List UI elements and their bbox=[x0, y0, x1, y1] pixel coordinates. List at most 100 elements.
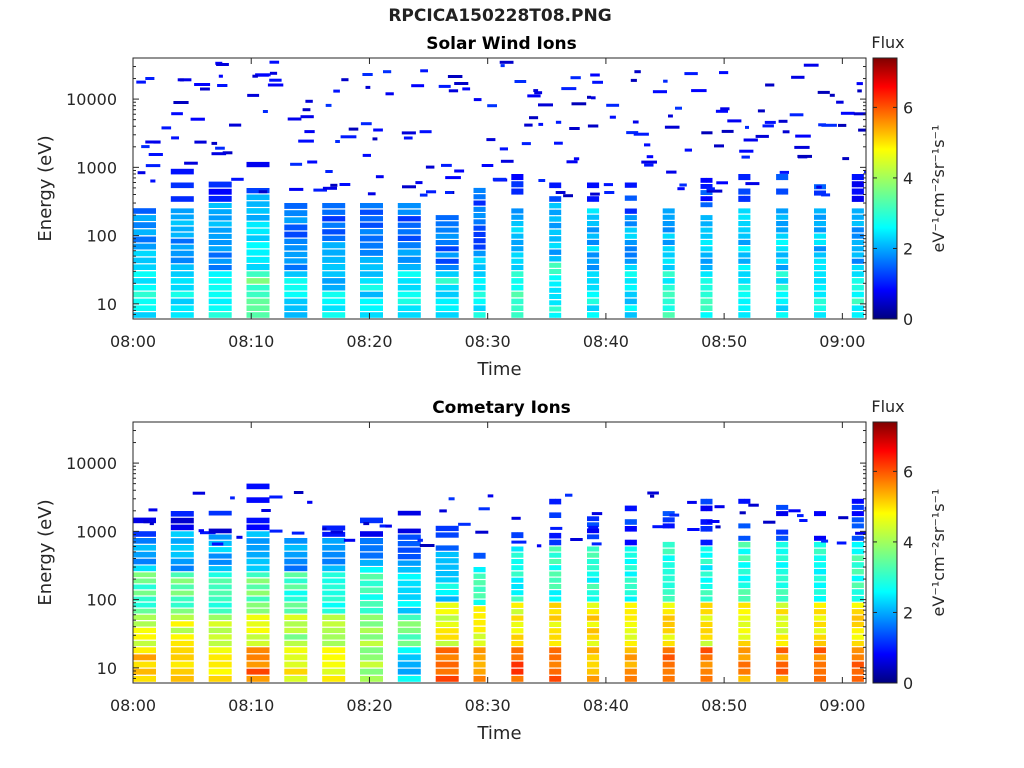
heatmap-cell bbox=[630, 647, 637, 654]
heatmap-speckle bbox=[211, 152, 227, 156]
heatmap-cell bbox=[360, 634, 383, 640]
heatmap-cell bbox=[246, 602, 270, 608]
x-tick-label: 08:40 bbox=[583, 332, 629, 351]
heatmap-cell bbox=[555, 615, 562, 621]
heatmap-cell bbox=[360, 580, 383, 587]
heatmap-cell bbox=[322, 565, 346, 572]
heatmap-cell bbox=[246, 661, 270, 668]
heatmap-cell bbox=[284, 621, 308, 627]
heatmap-cell bbox=[819, 252, 826, 258]
heatmap-cell bbox=[435, 265, 459, 270]
heatmap-cell bbox=[700, 571, 707, 577]
heatmap-cell bbox=[246, 194, 270, 201]
heatmap-cell bbox=[170, 208, 194, 214]
heatmap-speckle bbox=[290, 162, 303, 166]
heatmap-cell bbox=[662, 214, 669, 220]
heatmap-cell bbox=[517, 258, 524, 264]
colorbar-title: Flux bbox=[871, 397, 904, 416]
heatmap-cell bbox=[851, 609, 858, 615]
heatmap-cell bbox=[814, 675, 821, 682]
heatmap-cell bbox=[624, 640, 631, 647]
heatmap-speckle bbox=[454, 82, 469, 85]
heatmap-cell bbox=[322, 256, 346, 263]
heatmap-speckle bbox=[592, 80, 603, 84]
heatmap-cell bbox=[555, 596, 562, 602]
heatmap-cell bbox=[555, 565, 562, 571]
heatmap-cell bbox=[170, 271, 194, 277]
heatmap-cell bbox=[517, 298, 524, 305]
heatmap-cell bbox=[208, 627, 232, 634]
heatmap-speckle bbox=[817, 90, 830, 94]
heatmap-cell bbox=[479, 606, 486, 612]
heatmap-cell bbox=[814, 190, 821, 196]
heatmap-cell bbox=[782, 582, 789, 589]
heatmap-cell bbox=[517, 532, 524, 539]
heatmap-cell bbox=[782, 221, 789, 227]
heatmap-cell bbox=[706, 291, 713, 298]
heatmap-cell bbox=[668, 246, 675, 252]
heatmap-speckle bbox=[604, 191, 615, 194]
heatmap-cell bbox=[322, 654, 346, 661]
heatmap-cell bbox=[624, 602, 631, 608]
colorbar-tick-label: 4 bbox=[903, 169, 913, 188]
heatmap-cell bbox=[208, 258, 232, 264]
heatmap-cell bbox=[592, 312, 600, 318]
heatmap-speckle bbox=[304, 130, 315, 134]
heatmap-cell bbox=[322, 578, 346, 584]
heatmap-cell bbox=[851, 227, 858, 233]
heatmap-speckle bbox=[727, 119, 742, 123]
heatmap-speckle bbox=[864, 170, 866, 174]
heatmap-cell bbox=[592, 584, 600, 589]
heatmap-cell bbox=[851, 582, 858, 589]
heatmap-cell bbox=[555, 256, 562, 262]
heatmap-cell bbox=[782, 628, 789, 634]
heatmap-cell bbox=[322, 305, 346, 311]
heatmap-cell bbox=[208, 668, 232, 675]
heatmap-cell bbox=[776, 596, 783, 602]
heatmap-cell bbox=[555, 668, 562, 675]
heatmap-cell bbox=[624, 312, 631, 318]
heatmap-cell bbox=[587, 258, 594, 264]
heatmap-cell bbox=[744, 596, 751, 602]
heatmap-cell bbox=[587, 602, 594, 608]
heatmap-cell bbox=[517, 265, 524, 271]
heatmap-cell bbox=[555, 654, 562, 661]
x-tick-label: 08:50 bbox=[701, 696, 747, 715]
heatmap-cell bbox=[549, 590, 556, 596]
heatmap-cell bbox=[738, 555, 745, 561]
heatmap-cell bbox=[511, 174, 518, 181]
heatmap-cell bbox=[170, 168, 194, 175]
heatmap-speckle bbox=[136, 80, 146, 84]
heatmap-cell bbox=[700, 202, 707, 208]
heatmap-speckle bbox=[217, 84, 228, 87]
heatmap-cell bbox=[435, 291, 459, 298]
heatmap-cell bbox=[662, 271, 669, 277]
colorbar-tick-label: 6 bbox=[903, 98, 913, 117]
heatmap-cell bbox=[549, 249, 556, 255]
heatmap-cell bbox=[473, 244, 480, 250]
heatmap-cell bbox=[857, 174, 864, 181]
heatmap-cell bbox=[814, 615, 821, 621]
heatmap-cell bbox=[662, 227, 669, 233]
heatmap-cell bbox=[170, 220, 194, 226]
heatmap-speckle bbox=[379, 524, 387, 528]
heatmap-cell bbox=[549, 640, 556, 647]
heatmap-cell bbox=[706, 526, 713, 532]
heatmap-cell bbox=[360, 517, 383, 524]
heatmap-cell bbox=[246, 524, 270, 531]
heatmap-cell bbox=[208, 602, 232, 608]
heatmap-speckle bbox=[362, 73, 373, 76]
x-tick-label: 08:00 bbox=[110, 696, 156, 715]
heatmap-cell bbox=[819, 312, 826, 318]
heatmap-speckle bbox=[633, 132, 649, 136]
heatmap-cell bbox=[555, 287, 562, 293]
heatmap-cell bbox=[208, 654, 232, 661]
heatmap-cell bbox=[479, 573, 486, 579]
heatmap-cell bbox=[738, 221, 745, 227]
heatmap-cell bbox=[587, 615, 594, 621]
colorbar-tick-label: 2 bbox=[903, 603, 913, 622]
heatmap-cell bbox=[322, 558, 346, 565]
heatmap-cell bbox=[776, 675, 783, 682]
heatmap-cell bbox=[587, 265, 594, 271]
heatmap-cell bbox=[700, 258, 707, 264]
